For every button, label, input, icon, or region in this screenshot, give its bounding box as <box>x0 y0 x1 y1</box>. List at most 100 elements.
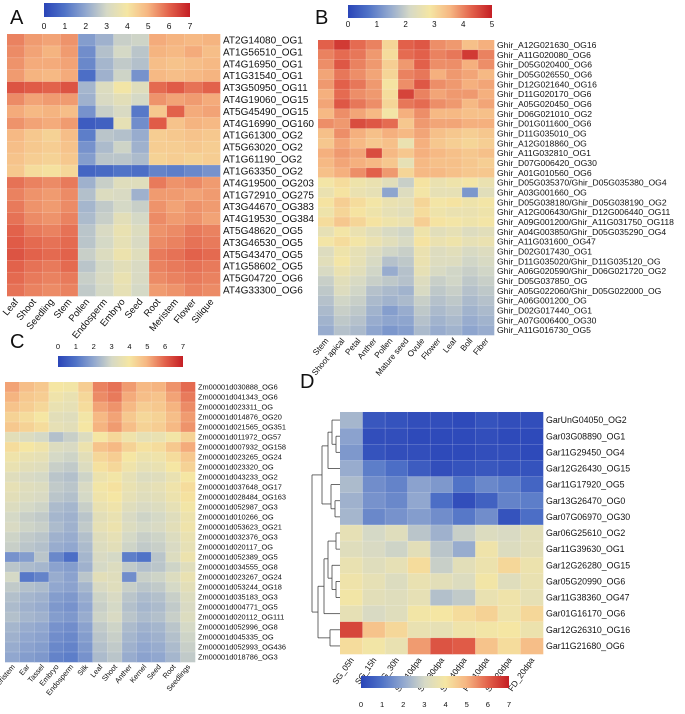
cell-a-13-2 <box>42 188 61 202</box>
cell-c-3-4 <box>63 412 79 423</box>
cell-c-22-12 <box>180 602 196 613</box>
cell-b-15-10 <box>478 187 495 198</box>
cell-b-13-0 <box>318 167 335 178</box>
cell-c-24-7 <box>107 622 123 633</box>
cell-c-5-7 <box>107 432 123 443</box>
cell-a-11-9 <box>166 165 185 178</box>
cell-a-6-1 <box>24 105 43 118</box>
cell-d-3-2 <box>385 460 408 477</box>
cell-c-22-0 <box>5 602 20 613</box>
cell-c-23-2 <box>34 612 50 623</box>
row-label-ghir-a05g022060-ghir-d05g022000-og: Ghir_A05G022060/Ghir_D05G022000_OG <box>497 286 662 296</box>
colorbar-tick: 7 <box>181 342 185 351</box>
cell-d-14-3 <box>407 637 431 655</box>
cell-d-8-2 <box>385 541 408 558</box>
cell-b-10-4 <box>382 138 399 149</box>
colorbar-tick: 4 <box>125 21 130 31</box>
cell-b-17-0 <box>318 207 335 218</box>
cell-a-9-10 <box>184 141 203 154</box>
cell-b-22-9 <box>462 256 479 267</box>
cell-b-2-10 <box>478 59 495 70</box>
cell-c-13-12 <box>180 512 196 523</box>
cell-b-3-9 <box>462 69 479 80</box>
cell-d-2-8 <box>520 444 544 461</box>
cell-c-16-5 <box>78 542 93 553</box>
cell-a-0-4 <box>78 34 97 47</box>
cell-b-4-5 <box>398 79 415 90</box>
cell-b-14-5 <box>398 177 415 188</box>
cell-a-8-3 <box>60 129 79 142</box>
cell-a-4-0 <box>7 81 26 94</box>
cell-d-1-6 <box>475 428 499 445</box>
cell-c-10-12 <box>180 482 196 493</box>
cell-a-1-1 <box>24 45 43 59</box>
cell-c-15-10 <box>151 532 167 543</box>
cell-a-10-6 <box>113 153 132 166</box>
cell-a-20-0 <box>7 272 26 285</box>
cell-c-8-6 <box>92 462 108 473</box>
cell-c-0-12 <box>180 382 196 393</box>
cell-a-14-11 <box>202 200 221 213</box>
cell-b-12-7 <box>430 158 447 169</box>
cell-b-17-8 <box>446 207 463 218</box>
cell-b-19-7 <box>430 226 447 237</box>
cell-c-11-10 <box>151 492 167 503</box>
cell-c-24-0 <box>5 622 20 633</box>
cell-b-5-0 <box>318 89 335 100</box>
cell-c-16-10 <box>151 542 167 553</box>
colorbar-tick: 1 <box>375 20 380 29</box>
cell-a-17-8 <box>149 236 168 249</box>
cell-b-16-5 <box>398 197 415 208</box>
cell-a-20-5 <box>95 272 114 285</box>
cell-a-0-9 <box>166 34 185 47</box>
panel-letter-b: B <box>315 7 328 29</box>
cell-d-3-0 <box>340 460 363 477</box>
cell-c-27-10 <box>151 652 167 663</box>
cell-c-11-8 <box>121 492 137 503</box>
cell-c-10-6 <box>92 482 108 493</box>
cell-c-25-4 <box>63 632 79 643</box>
cell-a-6-5 <box>95 105 114 118</box>
cell-c-10-5 <box>78 482 93 493</box>
row-label-gar11g29450-og4: Gar11G29450_OG4 <box>546 447 625 457</box>
cell-b-9-8 <box>446 128 463 139</box>
cell-d-12-2 <box>385 605 408 623</box>
row-label-at1g31540-og1: AT1G31540_OG1 <box>223 71 303 82</box>
cell-b-6-3 <box>366 99 383 110</box>
cell-c-5-2 <box>34 432 50 443</box>
cell-a-10-9 <box>166 153 185 166</box>
cell-a-21-4 <box>78 284 97 297</box>
cell-a-16-10 <box>184 224 203 237</box>
cell-a-19-0 <box>7 260 26 273</box>
cell-c-7-3 <box>48 452 64 463</box>
cell-d-13-1 <box>362 621 386 639</box>
row-label-gar12g26310-og16: Gar12G26310_OG16 <box>546 625 630 635</box>
cell-a-14-8 <box>149 200 168 213</box>
cell-b-22-6 <box>414 256 431 267</box>
cell-b-6-7 <box>430 99 447 110</box>
cell-d-0-4 <box>430 412 454 429</box>
cell-a-2-6 <box>113 57 132 71</box>
cell-b-18-9 <box>462 217 479 228</box>
cell-a-5-5 <box>95 93 114 106</box>
cell-c-8-2 <box>34 462 50 473</box>
cell-a-20-10 <box>184 272 203 285</box>
cell-a-1-11 <box>202 45 221 59</box>
cell-c-21-7 <box>107 592 123 603</box>
heatmap-panel-c: Zm00001d030888_OG6Zm00001d041343_OG6Zm00… <box>0 342 286 697</box>
cell-c-26-8 <box>121 642 137 653</box>
cell-a-12-10 <box>184 176 203 190</box>
cell-b-9-1 <box>334 128 351 139</box>
cell-a-1-0 <box>7 45 26 59</box>
cell-b-20-8 <box>446 236 463 247</box>
cell-b-7-1 <box>334 108 351 119</box>
cell-a-21-9 <box>166 284 185 297</box>
cell-c-0-3 <box>48 382 64 393</box>
cell-c-19-8 <box>121 572 137 583</box>
row-label-ghir-a09g001200-ghir-a11g031750-og118: Ghir_A09G001200/Ghir_A11G031750_OG118 <box>497 217 674 227</box>
cell-a-8-2 <box>42 129 61 142</box>
cell-b-15-2 <box>350 187 367 198</box>
cell-b-14-4 <box>382 177 399 188</box>
cell-d-14-8 <box>520 637 544 655</box>
cell-c-11-3 <box>48 492 64 503</box>
